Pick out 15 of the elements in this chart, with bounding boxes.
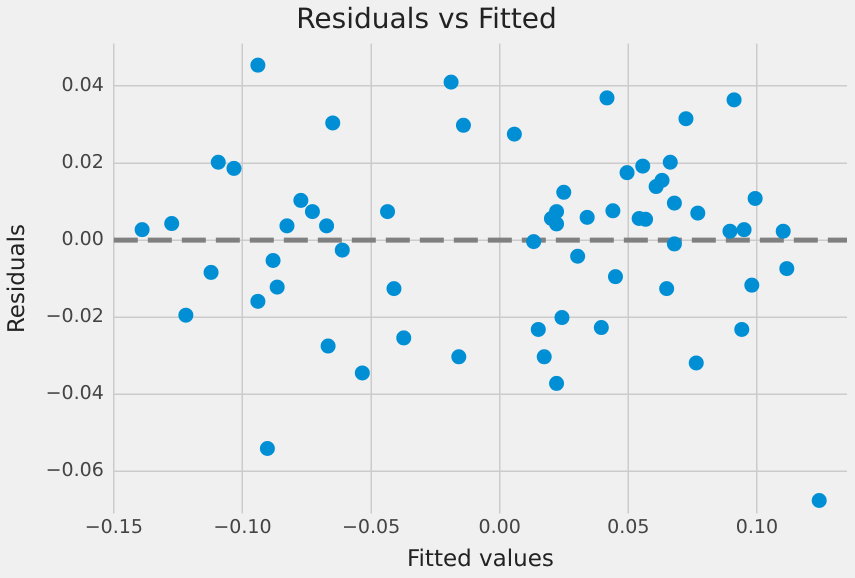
y-tick-label: −0.06 bbox=[46, 459, 104, 482]
x-tick-label: −0.05 bbox=[342, 516, 400, 538]
x-tick-label: −0.10 bbox=[213, 516, 272, 538]
x-tick-label: 0.10 bbox=[736, 516, 778, 538]
y-axis-title: Residuals bbox=[4, 224, 30, 334]
x-tick-label: 0.00 bbox=[478, 516, 521, 538]
y-tick-label: 0.00 bbox=[62, 228, 104, 250]
y-tick-label: 0.04 bbox=[62, 74, 104, 96]
y-tick-label: 0.02 bbox=[62, 150, 104, 173]
y-tick-label: −0.02 bbox=[46, 305, 104, 328]
x-tick-label: −0.15 bbox=[84, 516, 143, 538]
x-tick-label: 0.05 bbox=[607, 516, 650, 538]
chart-title: Residuals vs Fitted bbox=[296, 2, 557, 36]
y-tick-label: −0.04 bbox=[46, 382, 104, 404]
x-axis-title: Fitted values bbox=[406, 546, 554, 572]
